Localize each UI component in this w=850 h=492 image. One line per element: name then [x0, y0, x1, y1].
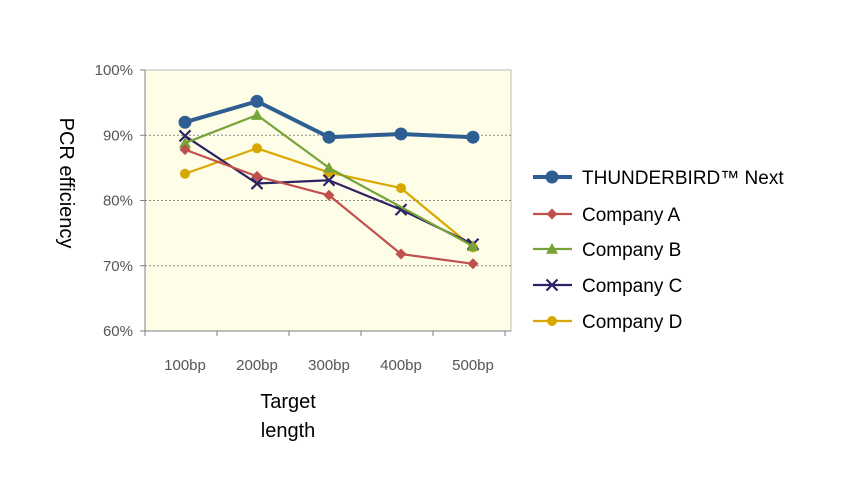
data-point: [322, 173, 336, 187]
legend-item: THUNDERBIRD™ Next: [533, 168, 784, 189]
data-point: [545, 278, 559, 292]
tick-labels: 60% 70% 80% 90% 100% 100bp 200bp 300bp 400bp 500b…: [95, 62, 494, 374]
legend-label: Company C: [582, 276, 682, 297]
legend-item: Company C: [533, 276, 682, 297]
data-point: [467, 258, 479, 270]
data-point: [546, 208, 558, 220]
x-tick-label: 400bp: [380, 357, 422, 374]
y-axis-title: PCR efficiency: [55, 118, 77, 249]
x-tick-label: 300bp: [308, 357, 350, 374]
data-point: [323, 189, 335, 201]
x-tick-label: 100bp: [164, 357, 206, 374]
data-point: [178, 115, 192, 129]
y-tick-label: 80%: [103, 193, 133, 210]
data-point: [179, 137, 191, 148]
data-point: [395, 248, 407, 260]
legend: THUNDERBIRD™ Next Company A Company B Compa…: [533, 168, 784, 333]
series-1: [179, 144, 479, 270]
legend-item: Company A: [533, 205, 681, 226]
axes: [140, 69, 511, 336]
x-tick-label: 200bp: [236, 357, 278, 374]
data-point: [322, 130, 336, 144]
data-point: [250, 94, 264, 108]
data-point: [466, 130, 480, 144]
plot-area: [144, 69, 512, 332]
series-0: [178, 94, 480, 144]
y-tick-label: 100%: [95, 62, 133, 79]
data-point: [251, 170, 263, 182]
legend-item: Company D: [533, 312, 682, 333]
x-axis-title-line2: length: [261, 420, 316, 442]
data-point: [394, 127, 408, 141]
data-point: [252, 143, 262, 154]
data-point: [545, 170, 559, 184]
legend-label: Company B: [582, 240, 681, 261]
y-tick-label: 70%: [103, 258, 133, 275]
data-point: [179, 144, 191, 156]
series-2: [179, 109, 479, 251]
data-point: [547, 316, 557, 326]
data-point: [250, 177, 264, 190]
y-tick-label: 60%: [103, 323, 133, 340]
series-line: [184, 113, 474, 248]
data-point: [251, 109, 263, 120]
data-point: [178, 129, 192, 143]
legend-label: THUNDERBIRD™ Next: [582, 168, 784, 189]
legend-label: Company D: [582, 312, 682, 333]
legend-label: Company A: [582, 205, 681, 226]
x-tick-label: 500bp: [452, 357, 494, 374]
y-tick-label: 90%: [103, 127, 133, 144]
x-axis-title-line1: Target: [260, 391, 316, 413]
series-layer: [178, 94, 480, 270]
data-point: [180, 168, 190, 179]
data-point: [323, 161, 335, 173]
data-point: [467, 240, 479, 251]
data-point: [396, 183, 406, 194]
legend-item: Company B: [533, 240, 681, 261]
data-point: [546, 243, 558, 254]
